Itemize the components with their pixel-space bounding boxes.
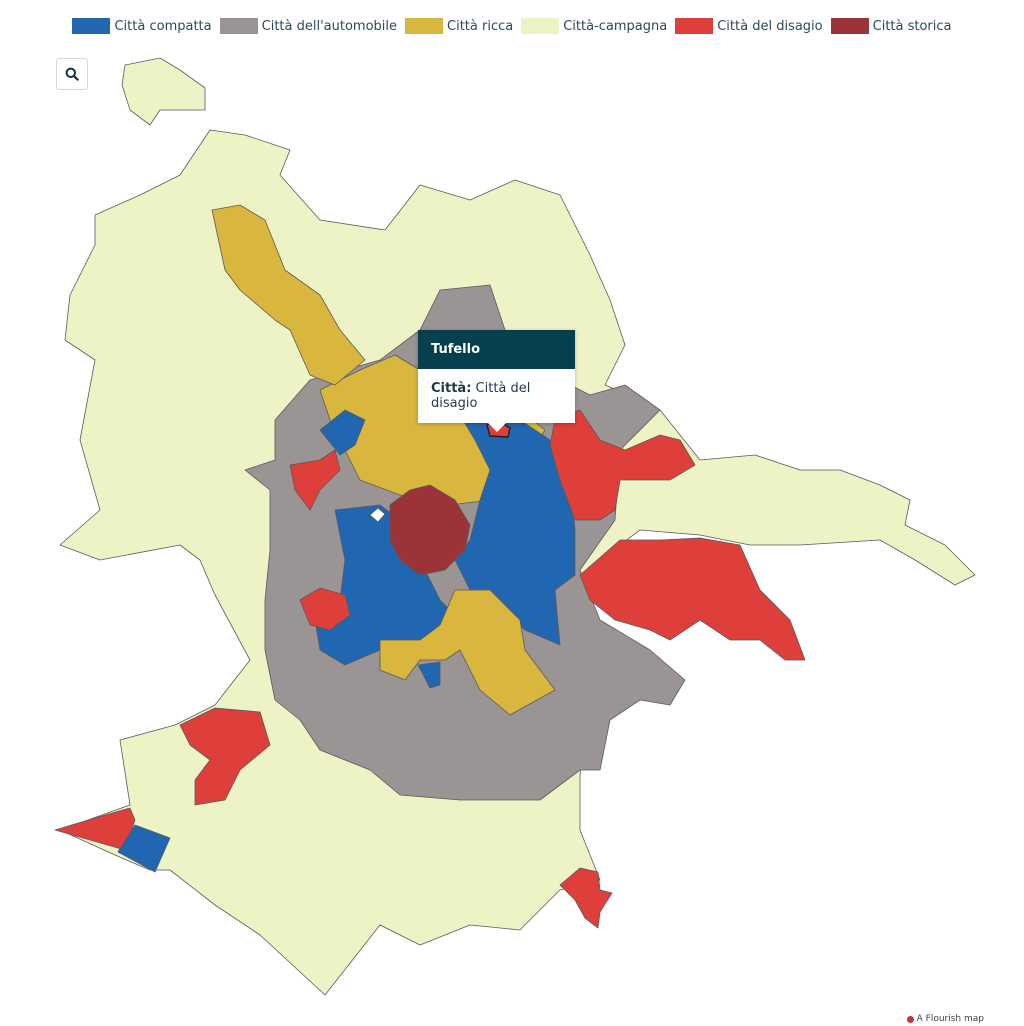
map-region-disagio-southeast[interactable] [559, 867, 613, 929]
legend-swatch [405, 18, 444, 34]
map-region-disagio-east[interactable] [579, 537, 806, 661]
map-region-compatta-small[interactable] [417, 661, 441, 689]
map-region-disagio-sw[interactable] [299, 587, 351, 631]
tooltip-body: Città: Città del disagio [418, 369, 575, 423]
flourish-logo-icon [906, 1015, 914, 1023]
legend-swatch [521, 18, 560, 34]
map-region-campagna-north[interactable] [121, 57, 206, 126]
legend-item-citta-automobile[interactable]: Città dell'automobile [219, 18, 398, 34]
tooltip-key: Città: [431, 381, 472, 396]
map-region-disagio-west[interactable] [289, 449, 341, 511]
legend-label: Città-campagna [563, 18, 668, 34]
legend-swatch [219, 18, 258, 34]
legend-item-citta-storica[interactable]: Città storica [830, 18, 952, 34]
legend-label: Città del disagio [717, 18, 823, 34]
legend-label: Città dell'automobile [261, 18, 398, 34]
legend-item-citta-ricca[interactable]: Città ricca [405, 18, 513, 34]
map-region-compatta-coast[interactable] [117, 824, 171, 873]
map-region-ricca-south[interactable] [379, 589, 556, 716]
search-button[interactable] [56, 58, 88, 90]
map-region-disagio-coast[interactable] [54, 807, 136, 851]
legend-label: Città ricca [447, 18, 514, 34]
map-region-disagio-northeast[interactable] [549, 409, 696, 521]
legend: Città compatta Città dell'automobile Cit… [0, 18, 1024, 34]
tooltip-arrow [488, 423, 506, 432]
legend-item-citta-compatta[interactable]: Città compatta [72, 18, 212, 34]
tooltip-title: Tufello [418, 330, 575, 369]
legend-swatch [72, 18, 111, 34]
legend-label: Città storica [872, 18, 952, 34]
search-icon [65, 67, 79, 81]
map-region-compatta-east[interactable] [454, 404, 576, 646]
credit-label: A Flourish map [916, 1014, 984, 1024]
map-region-disagio-south-west[interactable] [179, 707, 271, 806]
map-tooltip: Tufello Città: Città del disagio [418, 330, 575, 432]
legend-swatch [675, 18, 714, 34]
map-region-compatta-nw[interactable] [319, 409, 366, 456]
map-region-vatican [369, 507, 386, 523]
tooltip-value: Città del disagio [431, 381, 531, 411]
legend-item-citta-campagna[interactable]: Città-campagna [521, 18, 667, 34]
legend-item-citta-disagio[interactable]: Città del disagio [675, 18, 823, 34]
map-region-storica[interactable] [389, 484, 471, 576]
flourish-credit[interactable]: A Flourish map [906, 1014, 984, 1024]
map-region-ricca-northwest[interactable] [211, 204, 366, 386]
legend-label: Città compatta [114, 18, 212, 34]
rome-map [54, 57, 976, 996]
legend-swatch [830, 18, 869, 34]
